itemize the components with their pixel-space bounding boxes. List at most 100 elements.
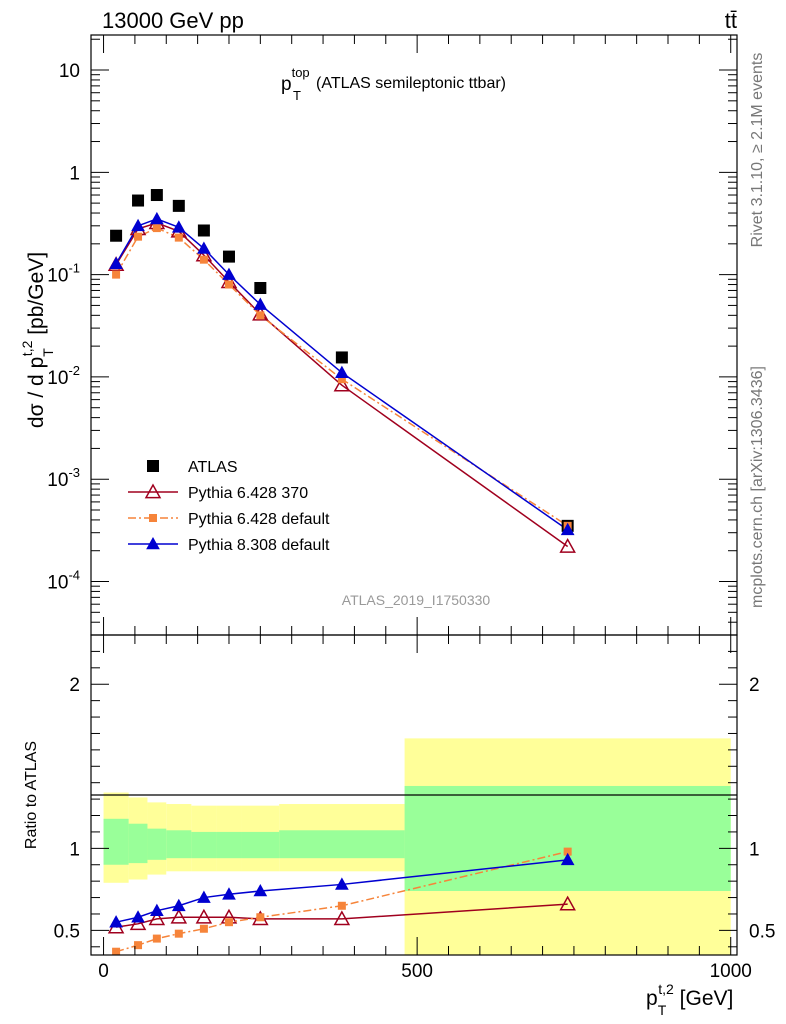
ratio-point-pythia-6-428-default <box>337 901 346 910</box>
x-tick-labels: 0 500 1000 <box>98 961 752 982</box>
legend-entry-pythia-6-428-default: Pythia 6.428 default <box>128 511 330 528</box>
ratio-line-pythia-6-428-default <box>115 850 568 953</box>
point-atlas <box>172 199 185 212</box>
ratio-point-pythia-6-428-370 <box>559 895 576 911</box>
point-pythia-6-428-default <box>337 375 346 384</box>
main-y-tick-label: 10-3 <box>47 465 80 491</box>
point-pythia-8-308-default <box>197 241 211 254</box>
legend-label: Pythia 6.428 370 <box>188 485 308 502</box>
x-axis-label: pTt,2 [GeV] <box>646 981 733 1018</box>
point-pythia-6-428-default <box>256 311 265 320</box>
point-pythia-6-428-370 <box>559 537 576 553</box>
ratio-point-pythia-6-428-default <box>134 941 143 950</box>
legend-entry-atlas: ATLAS <box>147 459 238 476</box>
point-atlas <box>197 224 210 237</box>
rivet-label: Rivet 3.1.10, ≥ 2.1M events <box>749 53 766 248</box>
point-pythia-6-428-default <box>134 232 143 241</box>
point-atlas <box>335 351 348 364</box>
ratio-point-pythia-8-308-default <box>253 883 268 897</box>
legend-marker <box>144 483 162 499</box>
final-state-label: tt̄ <box>725 8 737 33</box>
x-tick-label: 1000 <box>710 961 752 982</box>
point-pythia-8-308-default <box>171 220 186 233</box>
analysis-id-label: ATLAS_2019_I1750330 <box>342 592 491 608</box>
legend-label: ATLAS <box>188 459 238 476</box>
ratio-point-pythia-8-308-default <box>560 852 575 866</box>
x-tick-label: 0 <box>98 961 109 982</box>
ratio-point-pythia-6-428-370 <box>148 910 166 926</box>
ratio-point-pythia-8-308-default <box>109 915 123 928</box>
point-pythia-6-428-default <box>174 233 183 242</box>
x-tick-label: 500 <box>401 961 433 982</box>
main-y-tick-label: 10-4 <box>47 568 80 594</box>
ratio-point-pythia-6-428-370 <box>333 910 351 926</box>
ratio-point-pythia-6-428-370 <box>170 908 188 924</box>
ratio-point-pythia-6-428-default <box>152 934 161 943</box>
ratio-point-pythia-6-428-default <box>224 918 233 927</box>
ratio-point-pythia-6-428-default <box>256 913 265 922</box>
legend: ATLAS Pythia 6.428 370 Pythia 6.428 defaul… <box>128 459 330 554</box>
ratio-point-pythia-8-308-default <box>335 877 349 890</box>
svg-text:pTt,2 [GeV]: pTt,2 [GeV] <box>646 981 733 1018</box>
ratio-point-pythia-6-428-default <box>199 924 208 933</box>
ratio-y-axis-label: Ratio to ATLAS <box>23 741 40 849</box>
point-pythia-8-308-default <box>150 211 164 225</box>
title-sub: T <box>293 88 301 103</box>
point-pythia-8-308-default <box>253 297 268 310</box>
point-atlas <box>222 250 235 263</box>
legend-entry-pythia-6-428-370: Pythia 6.428 370 <box>128 483 308 502</box>
point-atlas <box>150 189 163 202</box>
main-panel: 10 1 10-1 10-2 10-3 10-4 ptop T (ATLAS semile… <box>19 34 738 636</box>
band-inner <box>216 831 242 859</box>
ratio-y-tick-label-left: 0.5 <box>54 921 80 942</box>
plot-title: ptop <box>281 65 310 95</box>
ratio-axis-ticks <box>91 634 737 955</box>
point-pythia-6-428-default <box>112 270 121 279</box>
point-pythia-8-308-default <box>222 267 236 280</box>
point-pythia-8-308-default <box>560 522 575 536</box>
ratio-frame <box>90 634 738 956</box>
main-y-tick-label: 10 <box>59 61 80 82</box>
series-line-pythia-6-428-370 <box>115 222 569 548</box>
main-y-tick-labels: 10 1 10-1 10-2 10-3 10-4 <box>47 61 80 593</box>
legend-entry-pythia-8-308-default: Pythia 8.308 default <box>128 536 330 554</box>
ratio-point-pythia-8-308-default <box>197 890 211 903</box>
point-pythia-8-308-default <box>335 365 349 378</box>
band-inner <box>191 831 217 859</box>
main-y-tick-label: 10-1 <box>47 261 80 287</box>
point-pythia-8-308-default <box>131 218 145 232</box>
ratio-point-pythia-6-428-370 <box>129 915 147 931</box>
mcplots-label: mcplots.cern.ch [arXiv:1306.3436] <box>749 366 766 608</box>
ratio-y-tick-label-left: 1 <box>69 839 80 860</box>
ratio-point-pythia-6-428-default <box>174 929 183 938</box>
process-label: 13000 GeV pp <box>102 8 244 33</box>
ratio-y-tick-label-right: 0.5 <box>749 921 775 942</box>
band-inner <box>147 828 167 860</box>
main-y-tick-label: 10-2 <box>47 363 80 389</box>
point-atlas <box>132 194 145 207</box>
band-inner <box>166 830 192 859</box>
band-inner <box>128 823 148 864</box>
ratio-point-pythia-8-308-default <box>222 887 236 900</box>
point-pythia-6-428-default <box>224 280 233 289</box>
band-inner <box>279 830 405 859</box>
point-pythia-6-428-default <box>152 224 161 233</box>
main-series-layer <box>107 189 576 553</box>
ratio-y-tick-label-right: 2 <box>749 675 760 696</box>
legend-marker <box>147 460 159 472</box>
band-inner <box>103 818 129 865</box>
point-pythia-6-428-default <box>199 255 208 264</box>
legend-marker <box>146 536 160 550</box>
ratio-point-pythia-6-428-370 <box>195 908 213 924</box>
main-axis-ticks <box>91 35 737 636</box>
ratio-point-pythia-6-428-default <box>563 847 572 856</box>
ratio-point-pythia-6-428-default <box>112 947 121 955</box>
band-inner <box>404 785 731 891</box>
point-pythia-6-428-370 <box>333 376 351 392</box>
title-rest: (ATLAS semileptonic ttbar) <box>316 75 506 92</box>
point-atlas <box>110 229 123 242</box>
ratio-point-pythia-8-308-default <box>171 898 186 912</box>
title-main: p <box>281 74 292 95</box>
point-pythia-8-308-default <box>109 256 123 269</box>
